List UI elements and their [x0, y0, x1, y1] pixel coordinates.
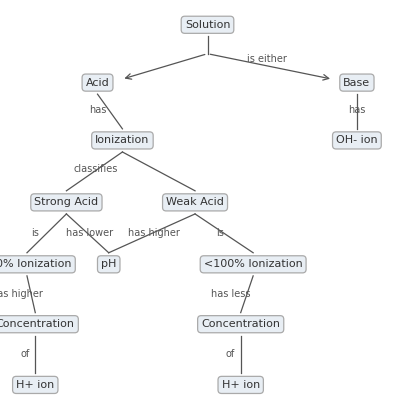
Text: Concentration: Concentration: [201, 319, 280, 329]
Text: has higher: has higher: [0, 289, 42, 299]
Text: H+ ion: H+ ion: [16, 380, 54, 390]
Text: has higher: has higher: [128, 228, 179, 238]
Text: OH- ion: OH- ion: [336, 135, 378, 145]
Text: Weak Acid: Weak Acid: [166, 197, 224, 207]
Text: Ionization: Ionization: [95, 135, 150, 145]
Text: of: of: [226, 349, 235, 359]
Text: <100% Ionization: <100% Ionization: [204, 259, 303, 269]
Text: Concentration: Concentration: [0, 319, 75, 329]
Text: has less: has less: [210, 289, 250, 299]
Text: Base: Base: [343, 78, 371, 88]
Text: is: is: [216, 228, 224, 238]
Text: has: has: [89, 105, 106, 115]
Text: pH: pH: [101, 259, 117, 269]
Text: 100% Ionization: 100% Ionization: [0, 259, 72, 269]
Text: Solution: Solution: [185, 20, 230, 30]
Text: of: of: [20, 349, 29, 359]
Text: is either: is either: [247, 55, 287, 64]
Text: is: is: [32, 228, 39, 238]
Text: has lower: has lower: [66, 228, 113, 238]
Text: H+ ion: H+ ion: [222, 380, 260, 390]
Text: Acid: Acid: [85, 78, 110, 88]
Text: has: has: [348, 105, 366, 115]
Text: classifies: classifies: [73, 164, 117, 174]
Text: Strong Acid: Strong Acid: [34, 197, 98, 207]
